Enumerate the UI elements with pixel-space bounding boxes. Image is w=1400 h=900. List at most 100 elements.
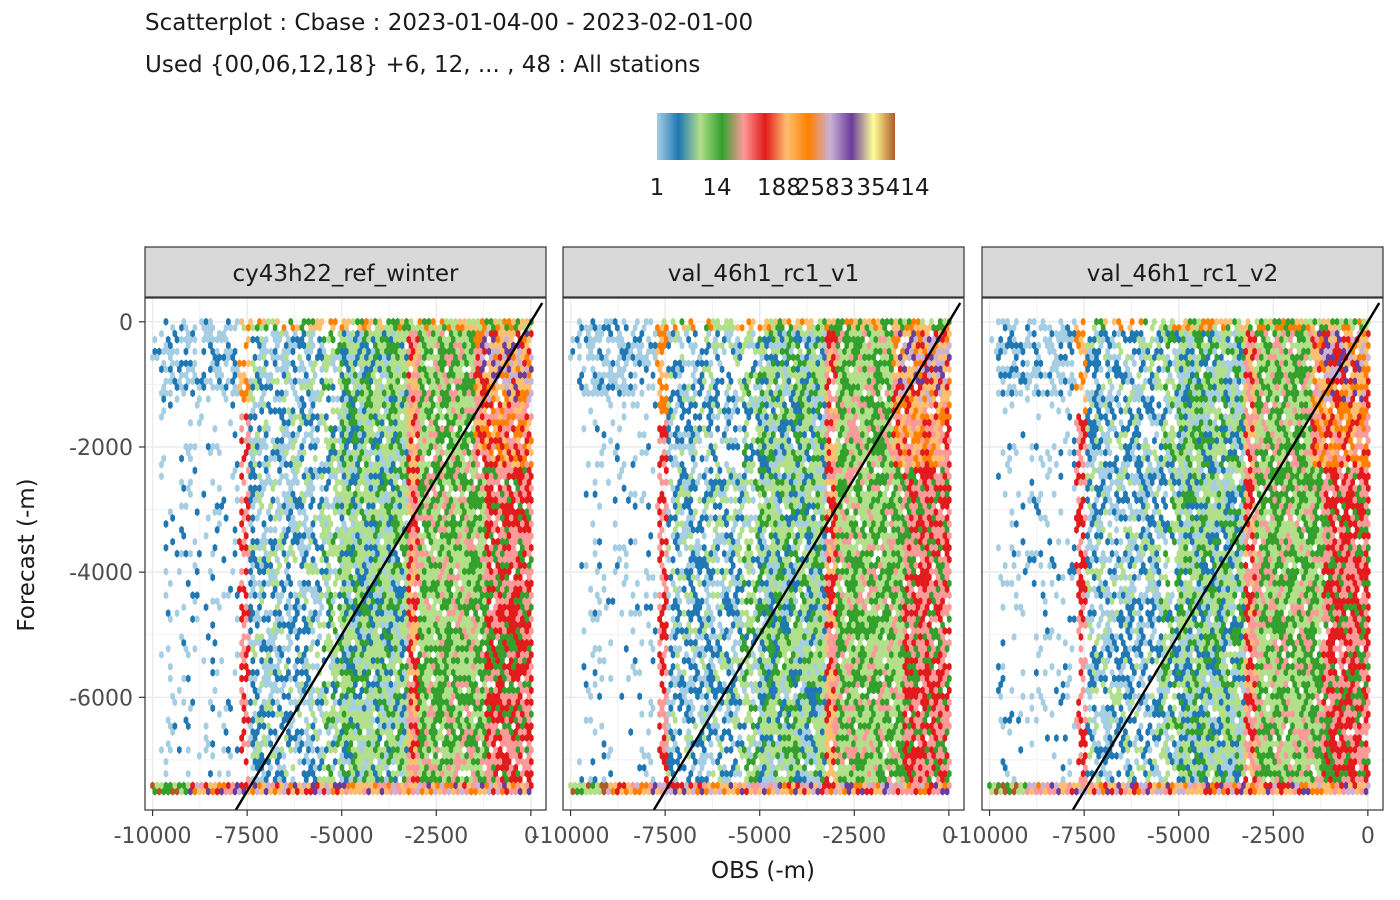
hexbin-cell	[506, 412, 512, 421]
hexbin-cell	[161, 383, 166, 392]
hexbin-cell	[357, 359, 363, 368]
hexbin-cell	[346, 460, 351, 469]
hexbin-cell	[221, 353, 227, 362]
facet-panel: cy43h22_ref_winter-10000 -7500 -5000 -2500 0	[114, 246, 547, 849]
hexbin-cell	[408, 412, 414, 421]
hexbin-cell	[504, 323, 510, 332]
hexbin-cell	[388, 430, 394, 439]
hexbin-cell	[471, 401, 476, 410]
hexbin-cell	[174, 383, 180, 392]
hexbin-cell	[165, 335, 171, 344]
hexbin-cell	[226, 377, 231, 386]
hexbin-cell	[426, 472, 432, 481]
hexbin-cell	[491, 442, 496, 451]
hexbin-cell	[248, 484, 253, 493]
hexbin-cell	[299, 323, 305, 332]
hexbin-cell	[341, 353, 347, 362]
hexbin-cell	[406, 418, 412, 427]
hexbin-cell	[357, 347, 363, 356]
hexbin-cell	[502, 401, 507, 410]
hexbin-cell	[424, 347, 429, 356]
hexbin-cell	[279, 412, 285, 421]
hexbin-cell	[397, 454, 403, 463]
hexbin-cell	[210, 383, 216, 392]
hexbin-cell	[486, 430, 492, 439]
hexbin-cell	[205, 323, 211, 332]
hexbin-cell	[179, 359, 184, 368]
hexbin-cell	[475, 389, 481, 398]
hexbin-cell	[446, 395, 452, 404]
hexbin-cell	[217, 484, 222, 493]
hexbin-cell	[239, 377, 244, 386]
hexbin-cell	[261, 317, 267, 326]
hexbin-cell	[522, 442, 527, 451]
hexbin-cell	[185, 484, 191, 493]
hexbin-cell	[410, 323, 416, 332]
hexbin-cell	[341, 401, 347, 410]
hexbin-cell	[446, 359, 452, 368]
hexbin-cell	[190, 365, 195, 374]
hexbin-cell	[404, 448, 409, 457]
hexbin-cell	[393, 442, 398, 451]
hexbin-cell	[377, 317, 383, 326]
hexbin-cell	[446, 347, 452, 356]
hexbin-cell	[486, 454, 492, 463]
hexbin-cell	[277, 335, 282, 344]
hexbin-cell	[513, 371, 518, 380]
hexbin-cell	[511, 424, 516, 433]
hexbin-cell	[404, 353, 409, 362]
hexbin-cell	[179, 371, 184, 380]
hexbin-cell	[346, 377, 351, 386]
hexbin-cell	[263, 359, 269, 368]
hexbin-cell	[295, 478, 300, 487]
hexbin-cell	[346, 412, 351, 421]
hexbin-cell	[435, 341, 441, 350]
hexbin-cell	[250, 406, 256, 415]
hexbin-cell	[497, 436, 503, 445]
hexbin-cell	[301, 412, 307, 421]
hexbin-cell	[341, 341, 347, 350]
hexbin-cell	[290, 347, 296, 356]
hexbin-cell	[159, 329, 164, 338]
hexbin-cell	[261, 436, 267, 445]
hexbin-cell	[275, 365, 280, 374]
hexbin-cell	[226, 341, 231, 350]
hexbin-cell	[226, 353, 231, 362]
hexbin-cell	[522, 383, 527, 392]
hexbin-cell	[364, 329, 369, 338]
hexbin-cell	[437, 442, 443, 451]
hexbin-cell	[303, 383, 309, 392]
hexbin-cell	[297, 365, 302, 374]
hexbin-cell	[337, 448, 342, 457]
hexbin-cell	[330, 359, 336, 368]
facet-strip	[144, 246, 547, 298]
hexbin-cell	[312, 454, 318, 463]
hexbin-cell	[259, 383, 265, 392]
hexbin-cell	[397, 466, 403, 475]
hexbin-cell	[230, 377, 236, 386]
hexbin-cell	[406, 430, 412, 439]
hexbin-cell	[413, 448, 418, 457]
hexbin-cell	[379, 395, 385, 404]
hexbin-cell	[410, 442, 416, 451]
hexbin-cell	[475, 377, 481, 386]
hexbin-cell	[364, 436, 369, 445]
hexbin-cell	[210, 347, 216, 356]
hexbin-cell	[511, 448, 516, 457]
hexbin-cell	[315, 353, 320, 362]
hexbin-cell	[268, 478, 273, 487]
hexbin-cell	[526, 395, 532, 404]
hexbin-cell	[410, 371, 416, 380]
hexbin-cell	[422, 377, 427, 386]
hexbin-cell	[368, 329, 374, 338]
hexbin-cell	[234, 484, 240, 493]
hexbin-cell	[462, 377, 467, 386]
hexbin-cell	[250, 442, 256, 451]
hexbin-cell	[179, 454, 184, 463]
hexbin-cell	[286, 442, 291, 451]
hexbin-cell	[350, 472, 356, 481]
hexbin-cell	[482, 406, 487, 415]
chart-subtitle: Used {00,06,12,18} +6, 12, ... , 48 : Al…	[145, 52, 701, 78]
hexbin-cell	[370, 335, 376, 344]
hexbin-cell	[484, 460, 490, 469]
